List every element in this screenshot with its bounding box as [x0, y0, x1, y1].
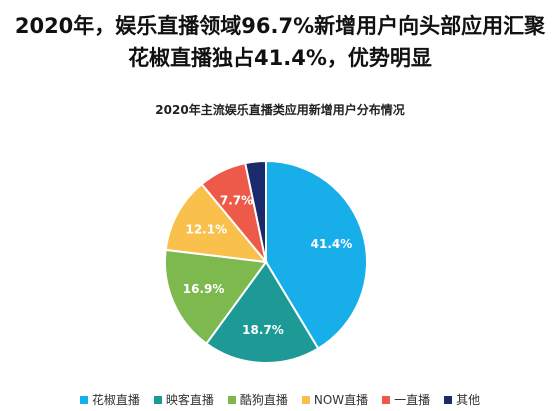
legend-label-5: 其他: [456, 393, 481, 407]
legend-item-3: NOW直播: [301, 391, 369, 408]
legend-swatch-2: [227, 395, 236, 404]
legend-swatch-0: [79, 395, 88, 404]
legend-swatch-1: [153, 395, 162, 404]
pie-slice-1: [205, 260, 320, 364]
pie-slice-5: [244, 159, 267, 263]
slice-label-2: 16.9%: [183, 282, 225, 296]
legend-label-3: NOW直播: [313, 393, 369, 407]
headline-line-2: 花椒直播独占41.4%，优势明显: [128, 46, 432, 70]
pie-slice-3: [164, 182, 269, 264]
chart-legend: 花椒直播 映客直播 酷狗直播 NOW直播 一直播 其他: [0, 391, 560, 408]
legend-label-1: 映客直播: [165, 393, 214, 407]
legend-item-4: 一直播: [382, 391, 430, 408]
legend-swatch-5: [444, 395, 453, 404]
slice-label-4: 7.7%: [220, 194, 253, 208]
legend-item-2: 酷狗直播: [227, 391, 288, 408]
slice-label-3: 12.1%: [185, 222, 227, 236]
slice-label-0: 41.4%: [311, 237, 353, 251]
legend-item-1: 映客直播: [153, 391, 214, 408]
legend-label-2: 酷狗直播: [239, 393, 288, 407]
pie-slice-2: [164, 248, 268, 345]
legend-item-5: 其他: [444, 391, 480, 408]
legend-swatch-3: [301, 395, 310, 404]
headline-line-1: 2020年，娱乐直播领域96.7%新增用户向头部应用汇聚: [14, 14, 546, 38]
legend-item-0: 花椒直播: [79, 391, 140, 408]
legend-label-4: 一直播: [394, 393, 431, 407]
legend-label-0: 花椒直播: [91, 393, 140, 407]
legend-swatch-4: [382, 395, 391, 404]
chart-title: 2020年主流娱乐直播类应用新增用户分布情况: [155, 103, 405, 117]
pie-slice-0: [265, 159, 368, 350]
slice-label-1: 18.7%: [242, 323, 284, 337]
